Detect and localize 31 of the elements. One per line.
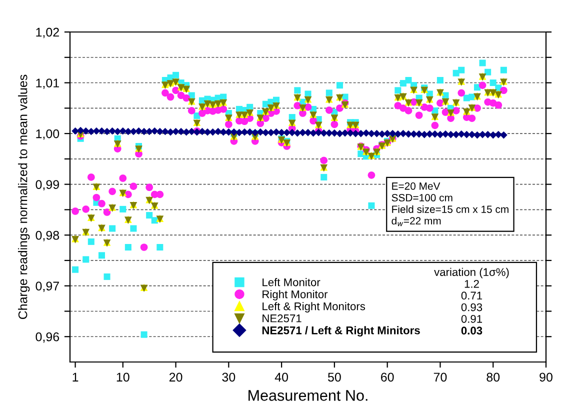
x-tick-label: 1	[72, 372, 78, 382]
y-tick-label: 0,97	[36, 282, 59, 292]
x-tick-label: 70	[434, 372, 447, 382]
annotation: E=20 MeV SSD=100 cm Field size=15 cm x 15 cm d$_{w}$=22 mm	[392, 182, 508, 226]
annotation: 0.71	[461, 292, 482, 300]
x-tick-label: 60	[381, 372, 394, 382]
x-tick-label: 90	[540, 372, 552, 382]
annotation: 0.91	[461, 314, 482, 323]
y-tick-label: 0,98	[36, 230, 60, 242]
x-tick-label: 40	[274, 372, 288, 382]
legend-label: Left Monitor	[262, 278, 320, 286]
y-tick-label: 1,02	[36, 28, 59, 38]
x-tick-label: 30	[222, 372, 236, 382]
annotation: variation (1σ%)	[434, 268, 509, 278]
legend-label: Right Monitor	[262, 290, 328, 300]
y-tick-label: 0,96	[36, 332, 60, 343]
x-tick-label: 50	[328, 372, 341, 382]
legend-label: Left & Right Monitors	[262, 302, 366, 312]
x-tick-label: 10	[116, 372, 130, 382]
legend-label: NE2571	[262, 314, 302, 322]
y-axis-title: Charge readings normalized to mean values	[18, 74, 30, 319]
y-tick-label: 0,99	[36, 180, 59, 190]
annotation: 1.2	[464, 280, 479, 288]
x-axis-title: Measurement No.	[248, 390, 368, 401]
annotation: 0.03	[461, 326, 482, 335]
y-tick-label: 1,01	[36, 78, 59, 89]
legend-label: NE2571 / Left & Right Minitors	[262, 326, 420, 337]
x-tick-label: 80	[486, 372, 500, 382]
x-tick-label: 20	[169, 372, 182, 382]
y-tick-label: 1,00	[36, 129, 60, 140]
annotation: 0.93	[461, 303, 482, 312]
